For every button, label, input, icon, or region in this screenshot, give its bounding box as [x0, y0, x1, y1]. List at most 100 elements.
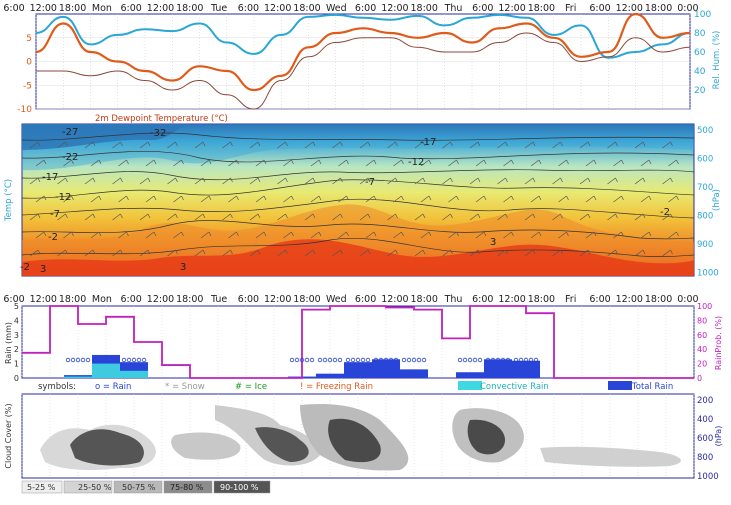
wind-barb-flag [312, 249, 316, 255]
wind-barb [84, 213, 94, 221]
wind-barb [338, 231, 347, 239]
rain-symbol [289, 357, 295, 363]
time-label: Thu [444, 3, 463, 14]
wind-barb-flag [37, 177, 41, 183]
wind-barb [332, 141, 341, 149]
wind-barb-flag [71, 159, 74, 165]
time-label: Fri [565, 3, 576, 14]
rain-symbol [294, 357, 300, 363]
wind-barb [332, 249, 341, 257]
temp-tick: 0 [26, 58, 32, 68]
wind-barb-flag [312, 141, 316, 147]
wind-barb-flag [120, 177, 123, 183]
wind-barb [585, 159, 595, 167]
rain-axis-label: Rain (mm) [4, 322, 13, 364]
rainprob-tick: 20 [697, 360, 707, 369]
wind-barb-flag [153, 195, 157, 201]
wind-barb [304, 213, 314, 221]
wind-barb-flag [202, 141, 206, 147]
time-label: 12:00 [616, 294, 643, 305]
wind-barb [139, 249, 149, 257]
wind-barbs [29, 141, 679, 257]
wind-barb-flag [621, 195, 624, 201]
rainprob-tick: 40 [697, 345, 707, 354]
rain-symbol [317, 357, 323, 363]
wind-barb [338, 159, 347, 167]
wind-barb-flag [340, 141, 343, 147]
rain-symbol [528, 357, 534, 363]
wind-barb-flag [92, 249, 96, 255]
wind-barb-flag [477, 141, 481, 147]
wind-barb-flag [230, 249, 233, 255]
contour-label: -17 [42, 172, 58, 183]
wind-barb-flag [676, 195, 679, 201]
wind-barb-flag [340, 249, 343, 255]
wind-barb [579, 213, 589, 221]
wind-barb-flag [43, 195, 47, 201]
time-label: 6:00 [589, 294, 610, 305]
wind-barb-flag [92, 141, 96, 147]
rain-symbol [388, 357, 394, 363]
cloud-pressure-tick: 600 [697, 434, 713, 444]
wind-barb [530, 231, 540, 239]
wind-barb [365, 231, 375, 239]
wind-barb-flag [670, 213, 673, 219]
wind-barb-flag [566, 231, 569, 237]
wind-barb [530, 195, 540, 203]
wind-barb-flag [285, 141, 288, 147]
time-label: 12:00 [381, 294, 408, 305]
time-label: 12:00 [616, 3, 643, 14]
wind-barb [194, 177, 204, 185]
wind-barb [277, 213, 286, 221]
wind-barb-flag [422, 177, 426, 183]
wind-barb [387, 249, 396, 257]
contour-label: -2 [20, 262, 30, 273]
time-label: 18:00 [645, 294, 672, 305]
rain-symbol [383, 357, 389, 363]
wind-barb-flag [263, 195, 267, 201]
wind-barb [84, 249, 94, 257]
contour-label: -17 [420, 137, 436, 148]
time-label: Wed [326, 3, 347, 14]
wind-barb [497, 141, 506, 149]
wind-barb [29, 177, 39, 185]
rain-symbol [373, 357, 379, 363]
rain-symbol [131, 357, 137, 363]
wind-barb-flag [615, 141, 618, 147]
wind-barb [57, 213, 66, 221]
wind-barb [194, 213, 204, 221]
wind-barb [112, 213, 121, 221]
wind-barb-flag [37, 141, 41, 147]
total-rain-bar [484, 359, 512, 378]
wind-barb [167, 177, 176, 185]
time-label: 12:00 [30, 3, 57, 14]
wind-barb-flag [257, 213, 261, 219]
wind-barb [29, 213, 39, 221]
contour-label: -7 [50, 209, 60, 220]
pressure-tick: 900 [697, 240, 713, 250]
wind-barb [283, 231, 292, 239]
wind-barb [503, 231, 512, 239]
cool-band [22, 124, 694, 171]
wind-barb-flag [236, 159, 239, 165]
wind-barb [359, 141, 369, 149]
rain-symbol [309, 357, 315, 363]
cloud-legend-1: 5-25 % [27, 483, 56, 492]
rain-tick: 0 [14, 374, 19, 383]
wind-barb-flag [483, 159, 487, 165]
wind-barb-flag [71, 231, 74, 237]
wind-barb-flag [120, 213, 123, 219]
wind-barb-flag [230, 177, 233, 183]
rain-symbol [337, 357, 343, 363]
time-label: 12:00 [147, 294, 174, 305]
wind-barb-flag [318, 195, 322, 201]
temperature-contours [21, 132, 695, 258]
wind-barb-flag [621, 159, 624, 165]
time-label: 6:00 [121, 3, 142, 14]
wind-barb [393, 195, 402, 203]
rain-symbol [332, 357, 338, 363]
wind-barb [634, 141, 644, 149]
wind-barb-flag [538, 159, 542, 165]
wind-barb [662, 213, 671, 221]
